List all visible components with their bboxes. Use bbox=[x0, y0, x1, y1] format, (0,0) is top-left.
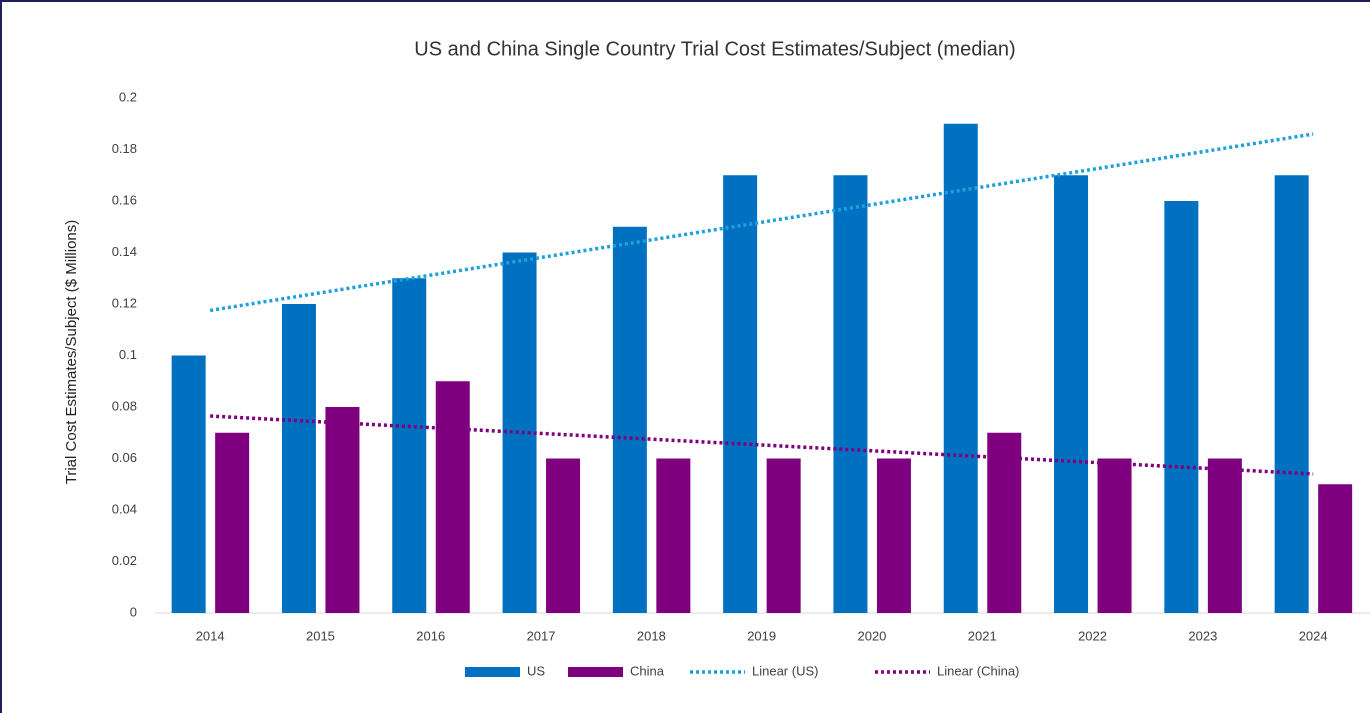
bar bbox=[987, 432, 1022, 613]
bar bbox=[281, 304, 316, 613]
x-tick-label: 2019 bbox=[747, 628, 776, 643]
bar bbox=[766, 458, 801, 613]
y-tick-label: 0.04 bbox=[112, 501, 137, 516]
chart-title: US and China Single Country Trial Cost E… bbox=[414, 38, 1015, 60]
bar bbox=[612, 226, 647, 613]
bar bbox=[1207, 458, 1242, 613]
legend-swatch bbox=[568, 667, 623, 677]
bar bbox=[1318, 484, 1353, 613]
bar bbox=[546, 458, 581, 613]
y-tick-label: 0.2 bbox=[119, 89, 137, 104]
bar bbox=[1097, 458, 1132, 613]
y-tick-label: 0.12 bbox=[112, 295, 137, 310]
bar bbox=[1274, 175, 1309, 613]
bar bbox=[171, 355, 206, 613]
y-tick-label: 0.18 bbox=[112, 141, 137, 156]
x-tick-label: 2018 bbox=[637, 628, 666, 643]
y-tick-label: 0.14 bbox=[112, 244, 137, 259]
legend-label: Linear (China) bbox=[937, 663, 1019, 678]
y-tick-label: 0.16 bbox=[112, 192, 137, 207]
x-tick-label: 2024 bbox=[1299, 628, 1328, 643]
y-tick-label: 0.08 bbox=[112, 398, 137, 413]
y-tick-label: 0.1 bbox=[119, 347, 137, 362]
bar bbox=[833, 175, 868, 613]
trend-line bbox=[210, 414, 1314, 476]
legend-label: Linear (US) bbox=[752, 663, 818, 678]
x-tick-label: 2022 bbox=[1078, 628, 1107, 643]
bar bbox=[1054, 175, 1089, 613]
bar bbox=[215, 432, 250, 613]
bar bbox=[723, 175, 758, 613]
bar bbox=[656, 458, 691, 613]
bar bbox=[392, 278, 427, 613]
legend-label: US bbox=[527, 663, 545, 678]
y-tick-label: 0.06 bbox=[112, 450, 137, 465]
bar bbox=[943, 123, 978, 613]
y-tick-label: 0 bbox=[130, 604, 137, 619]
x-tick-label: 2015 bbox=[306, 628, 335, 643]
x-tick-label: 2023 bbox=[1188, 628, 1217, 643]
x-tick-label: 2017 bbox=[527, 628, 556, 643]
bar bbox=[502, 252, 537, 613]
legend-label: China bbox=[630, 663, 665, 678]
bar bbox=[325, 407, 360, 613]
x-tick-label: 2020 bbox=[857, 628, 886, 643]
bar bbox=[435, 381, 470, 613]
bar bbox=[1164, 201, 1199, 613]
x-tick-label: 2014 bbox=[196, 628, 225, 643]
y-tick-label: 0.02 bbox=[112, 553, 137, 568]
bar bbox=[876, 458, 911, 613]
y-axis-label: Trial Cost Estimates/Subject ($ Millions… bbox=[63, 220, 80, 485]
trend-line bbox=[209, 132, 1314, 313]
legend-swatch bbox=[465, 667, 520, 677]
x-tick-label: 2016 bbox=[416, 628, 445, 643]
x-tick-label: 2021 bbox=[968, 628, 997, 643]
